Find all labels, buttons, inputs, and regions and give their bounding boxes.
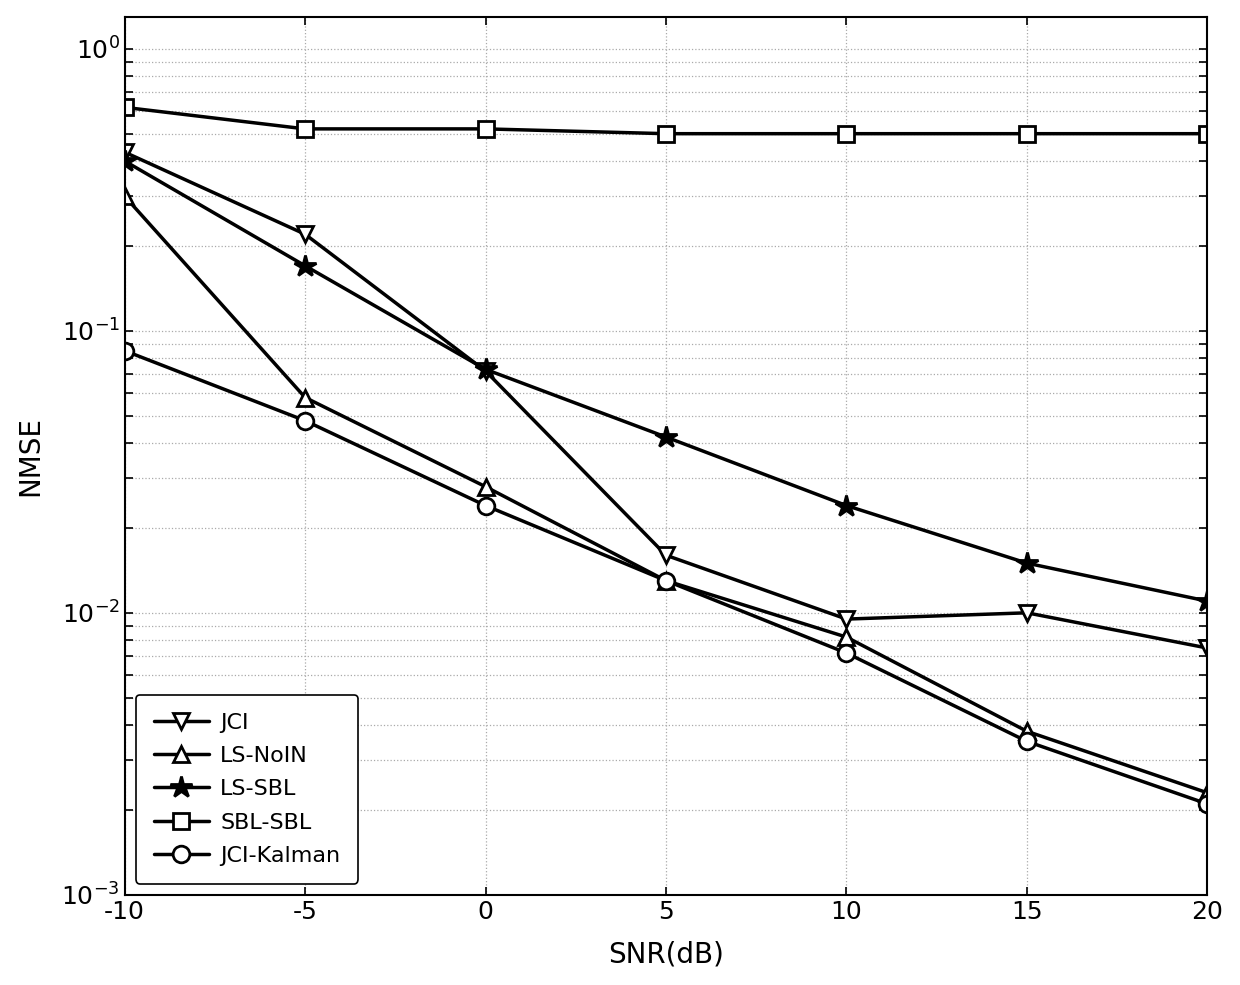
LS-NoIN — [1200, 787, 1215, 799]
LS-NoIN — [298, 392, 312, 404]
JCI-Kalman — [298, 415, 312, 427]
SBL-SBL — [839, 128, 854, 140]
LS-NoIN — [479, 481, 494, 492]
LS-NoIN — [118, 190, 133, 202]
LS-NoIN — [839, 631, 854, 643]
JCI-Kalman — [118, 345, 133, 357]
Legend: JCI, LS-NoIN, LS-SBL, SBL-SBL, JCI-Kalman: JCI, LS-NoIN, LS-SBL, SBL-SBL, JCI-Kalma… — [135, 694, 358, 884]
Line: LS-NoIN: LS-NoIN — [117, 188, 1215, 801]
LS-NoIN — [658, 575, 673, 587]
JCI — [1200, 642, 1215, 654]
LS-SBL — [479, 363, 494, 375]
SBL-SBL — [1200, 128, 1215, 140]
LS-NoIN — [1019, 725, 1034, 737]
LS-SBL — [839, 499, 854, 511]
JCI — [658, 550, 673, 561]
LS-SBL — [298, 260, 312, 272]
SBL-SBL — [118, 101, 133, 113]
SBL-SBL — [658, 128, 673, 140]
SBL-SBL — [479, 123, 494, 135]
JCI — [839, 614, 854, 625]
JCI-Kalman — [1200, 798, 1215, 810]
JCI-Kalman — [479, 499, 494, 511]
Line: JCI-Kalman: JCI-Kalman — [117, 343, 1215, 813]
LS-SBL — [658, 431, 673, 443]
JCI — [118, 146, 133, 158]
Line: SBL-SBL: SBL-SBL — [117, 99, 1215, 142]
X-axis label: SNR(dB): SNR(dB) — [608, 941, 724, 968]
Y-axis label: NMSE: NMSE — [16, 416, 45, 495]
JCI — [1019, 607, 1034, 619]
JCI-Kalman — [658, 575, 673, 587]
JCI — [479, 365, 494, 377]
JCI — [298, 229, 312, 240]
SBL-SBL — [1019, 128, 1034, 140]
LS-SBL — [118, 155, 133, 166]
Line: JCI: JCI — [117, 144, 1215, 656]
LS-SBL — [1200, 595, 1215, 607]
JCI-Kalman — [839, 647, 854, 659]
LS-SBL — [1019, 558, 1034, 569]
SBL-SBL — [298, 123, 312, 135]
Line: LS-SBL: LS-SBL — [114, 150, 1219, 613]
JCI-Kalman — [1019, 736, 1034, 748]
